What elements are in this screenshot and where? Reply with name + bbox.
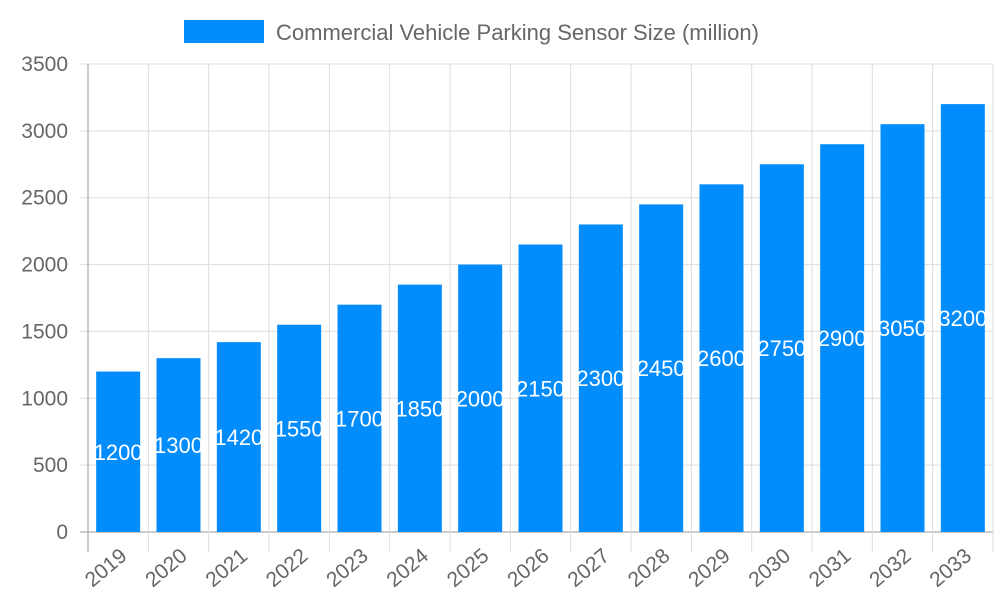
data-label-2023: 1700 [335, 406, 384, 431]
bar-2027[interactable] [578, 224, 623, 532]
data-label-2022: 1550 [275, 416, 324, 441]
bar-2026[interactable] [518, 244, 563, 532]
bar-2028[interactable] [639, 204, 684, 532]
bar-2031[interactable] [820, 144, 865, 532]
bar-2021[interactable] [216, 342, 261, 532]
bar-2019[interactable] [96, 371, 141, 532]
legend-label: Commercial Vehicle Parking Sensor Size (… [276, 20, 759, 45]
data-label-2029: 2600 [697, 346, 746, 371]
y-tick-label: 3500 [21, 53, 68, 76]
data-label-2021: 1420 [214, 425, 263, 450]
y-tick-label: 0 [56, 521, 68, 544]
bar-2024[interactable] [397, 284, 442, 532]
bar-2033[interactable] [940, 104, 985, 532]
y-tick-label: 2000 [21, 254, 68, 277]
bar-2020[interactable] [156, 358, 201, 532]
bars [96, 104, 985, 533]
bar-2030[interactable] [759, 164, 804, 533]
y-tick-label: 2500 [21, 187, 68, 210]
data-label-2025: 2000 [456, 386, 505, 411]
y-tick-label: 1500 [21, 320, 68, 343]
y-tick-label: 1000 [21, 387, 68, 410]
bar-2022[interactable] [277, 324, 322, 532]
data-label-2030: 2750 [757, 336, 806, 361]
data-label-2031: 2900 [818, 326, 867, 351]
data-label-2032: 3050 [878, 316, 927, 341]
data-label-2019: 1200 [94, 440, 143, 465]
legend[interactable]: Commercial Vehicle Parking Sensor Size (… [184, 20, 759, 45]
bar-2025[interactable] [458, 264, 503, 532]
data-label-2026: 2150 [516, 376, 565, 401]
grid [80, 63, 994, 552]
y-tick-label: 3000 [21, 120, 68, 143]
bar-2029[interactable] [699, 184, 744, 533]
data-labels: 1200 1300 1420 1550 1700 1850 2000 2150 2300 2450… [94, 306, 988, 465]
y-tick-label: 500 [33, 454, 68, 477]
data-label-2020: 1300 [154, 433, 203, 458]
data-label-2033: 3200 [938, 306, 987, 331]
bar-2032[interactable] [880, 124, 925, 533]
data-label-2028: 2450 [637, 356, 686, 381]
data-label-2024: 1850 [395, 396, 444, 421]
bar-2023[interactable] [337, 304, 382, 532]
data-label-2027: 2300 [576, 366, 625, 391]
legend-swatch [184, 20, 264, 43]
